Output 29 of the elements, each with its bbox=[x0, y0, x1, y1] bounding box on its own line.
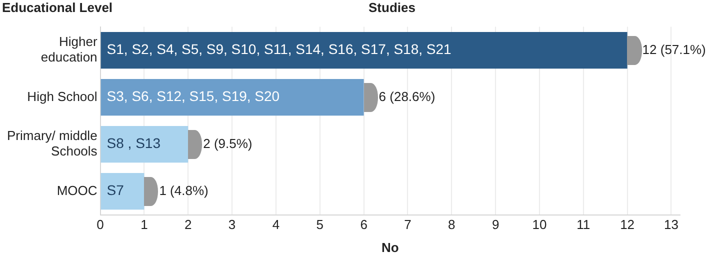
x-tick-label: 1 bbox=[140, 217, 148, 232]
x-tick-label: 3 bbox=[228, 217, 236, 232]
x-tick-label: 5 bbox=[316, 217, 324, 232]
x-tick-label: 8 bbox=[448, 217, 456, 232]
data-label: 2 (9.5%) bbox=[203, 136, 252, 151]
y-tick-label: Primary/ middle Schools bbox=[7, 128, 98, 159]
x-tick-label: 4 bbox=[272, 217, 280, 232]
y-tick-label: Higher education bbox=[40, 34, 98, 65]
y-tick-label: High School bbox=[27, 88, 98, 104]
x-axis-title: No bbox=[381, 240, 399, 255]
y-tick-label: MOOC bbox=[56, 182, 98, 198]
x-tick-label: 10 bbox=[532, 217, 547, 232]
x-tick-label: 2 bbox=[184, 217, 192, 232]
y-axis-title: Educational Level bbox=[2, 0, 113, 15]
data-label: 1 (4.8%) bbox=[159, 182, 208, 198]
chart-title: Studies bbox=[368, 0, 416, 15]
x-tick-label: 11 bbox=[576, 217, 590, 232]
x-tick-label: 12 bbox=[620, 217, 635, 232]
x-tick-label: 6 bbox=[360, 217, 368, 232]
x-tick-label: 7 bbox=[404, 217, 412, 232]
annotation: S7 bbox=[106, 182, 124, 198]
x-tick-label: 13 bbox=[664, 217, 678, 232]
annotation: S1, S2, S4, S5, S9, S10, S11, S14, S16, S17, S18, S21 bbox=[106, 41, 452, 58]
data-label: 12 (57.1%) bbox=[642, 42, 706, 57]
x-tick-label: 9 bbox=[492, 217, 500, 232]
x-tick-label: 0 bbox=[96, 217, 104, 232]
annotation: S3, S6, S12, S15, S19, S20 bbox=[106, 88, 280, 104]
annotation: S8 , S13 bbox=[106, 135, 161, 152]
data-label: 6 (28.6%) bbox=[378, 88, 436, 104]
